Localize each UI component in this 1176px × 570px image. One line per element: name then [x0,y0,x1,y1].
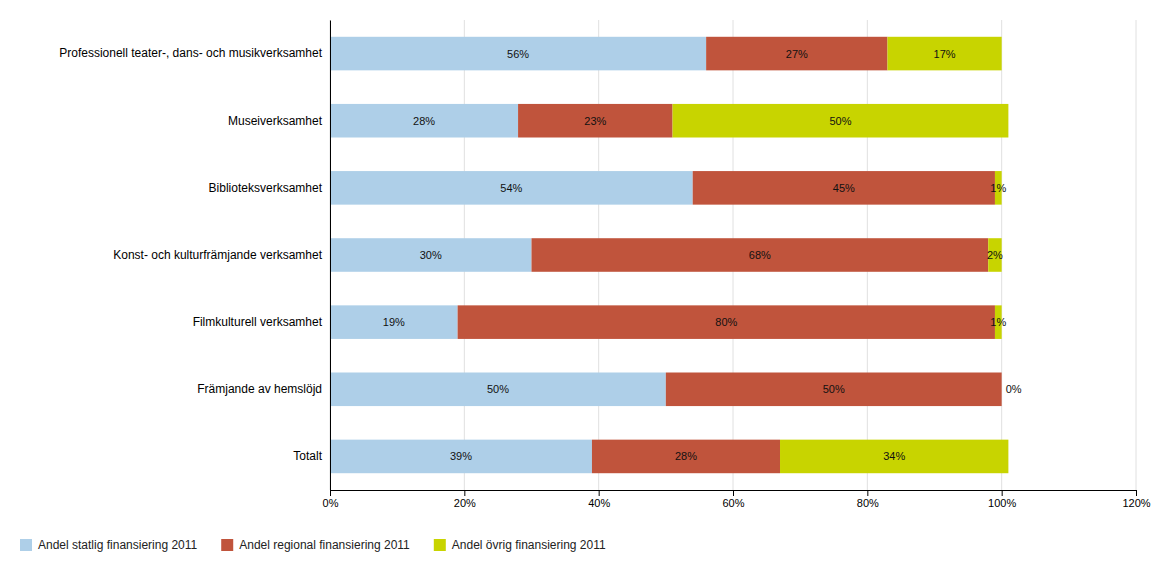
tick: 60% [722,490,744,509]
data-label: 2% [987,249,1003,261]
tick-label: Professionell teater-, dans- och musikve… [59,46,322,60]
tick: 20% [454,490,476,509]
bar [458,305,995,339]
data-label: 28% [413,115,435,127]
tick-label: Främjande av hemslöjd [197,382,322,396]
tick: 100% [988,490,1016,509]
tick: Museiverksamhet [228,114,330,128]
bar [330,440,592,474]
bar [532,238,989,272]
data-label: 28% [675,450,697,462]
tick-label: Totalt [293,449,322,463]
data-label: 34% [883,450,905,462]
legend-item: Andel regional finansiering 2011 [221,538,410,552]
legend-label: Andel regional finansiering 2011 [239,538,410,552]
tick: Biblioteksverksamhet [209,181,330,195]
tick-mark [330,490,331,496]
axis-line [330,21,331,491]
tick: Främjande av hemslöjd [197,382,330,396]
tick-label: 60% [722,497,744,509]
tick-mark [1002,490,1003,496]
bar [592,440,780,474]
tick-label: 100% [988,497,1016,509]
tick-label: Museiverksamhet [228,114,323,128]
data-label: 39% [450,450,472,462]
legend-label: Andel statlig finansiering 2011 [38,538,198,552]
data-label: 1% [990,182,1006,194]
bar [706,37,887,71]
plot: 56% 28% 54% 30% 19% 50% 39% 27% 23% 45% 68% 80% 50% 2… [59,20,1151,509]
bars [330,37,1008,473]
tick: Totalt [293,449,330,463]
bar [330,373,666,407]
legend-item: Andel övrig finansiering 2011 [434,538,606,552]
bar [330,238,532,272]
bar [693,171,995,205]
grid-line [1136,20,1137,490]
tick-mark [733,490,734,496]
bar [330,104,518,138]
data-label: 45% [833,182,855,194]
tick: Professionell teater-, dans- och musikve… [59,46,330,60]
bar [330,37,706,71]
data-label: 1% [990,316,1006,328]
data-label: 30% [420,249,442,261]
chart: 56% 28% 54% 30% 19% 50% 39% 27% 23% 45% 68% 80% 50% 2… [0,0,1176,570]
tick-label: 40% [588,497,610,509]
tick: 40% [588,490,610,509]
bar [673,104,1009,138]
data-label: 17% [934,48,956,60]
bar [666,373,1002,407]
legend-swatch [434,539,446,551]
y-axis: Professionell teater-, dans- och musikve… [59,21,330,491]
legend-item: Andel statlig finansiering 2011 [20,538,198,552]
axis-line [331,491,1137,497]
x-axis: 0% 20% 40% 60% 80% 100% 120% [323,490,1151,509]
tick: 120% [1122,490,1150,509]
bar [1001,373,1002,407]
tick: 80% [857,490,879,509]
tick-mark [867,490,868,496]
data-labels: 56% 28% 54% 30% 19% 50% 39% 27% 23% 45% 68% 80% 50% 2… [383,48,1022,463]
data-label: 68% [749,249,771,261]
tick-label: 120% [1122,497,1150,509]
tick: Filmkulturell verksamhet [193,315,330,329]
data-label: 50% [829,115,851,127]
tick-label: 80% [857,497,879,509]
tick-label: 20% [454,497,476,509]
tick: Konst- och kulturfrämjande verksamhet [113,248,330,262]
bar [330,305,458,339]
legend-swatch [20,539,32,551]
data-label: 54% [500,182,522,194]
data-label: 56% [507,48,529,60]
tick-mark [599,490,600,496]
data-label: 50% [823,383,845,395]
tick-mark [464,490,465,496]
tick-label: Filmkulturell verksamhet [193,315,323,329]
bar [780,440,1008,474]
bar [330,171,693,205]
data-label: 80% [715,316,737,328]
tick-mark [1136,490,1137,496]
data-label: 0% [1006,383,1022,395]
data-label: 19% [383,316,405,328]
tick: 0% [323,490,339,509]
legend: Andel statlig finansiering 2011 Andel reg… [20,538,606,552]
bar [518,104,672,138]
tick-label: Konst- och kulturfrämjande verksamhet [113,248,322,262]
grid-line [330,20,331,490]
legend-label: Andel övrig finansiering 2011 [452,538,606,552]
bar [887,37,1001,71]
data-label: 50% [487,383,509,395]
data-label: 23% [584,115,606,127]
tick-label: Biblioteksverksamhet [209,181,323,195]
grid [330,20,1136,490]
data-label: 27% [786,48,808,60]
tick-label: 0% [323,497,339,509]
legend-swatch [221,539,233,551]
